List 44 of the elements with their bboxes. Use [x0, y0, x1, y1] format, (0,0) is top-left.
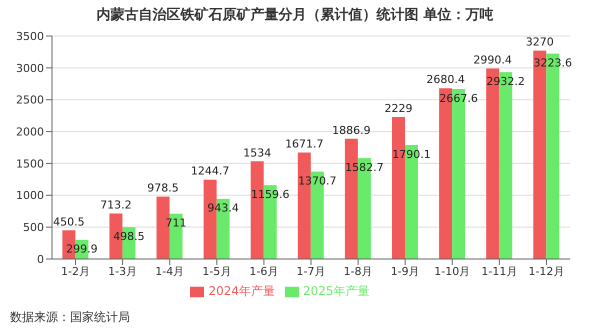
y-tick-label: 2500 — [16, 94, 44, 107]
data-label: 2680.4 — [426, 73, 465, 86]
y-tick-label: 1500 — [16, 157, 44, 170]
data-label: 1790.1 — [392, 148, 431, 161]
x-tick-label: 1-5月 — [202, 264, 232, 278]
x-tick-label: 1-6月 — [249, 264, 278, 278]
data-label: 2990.4 — [473, 53, 512, 66]
legend-label: 2025年产量 — [303, 284, 370, 298]
x-tick-label: 1-9月 — [390, 264, 420, 278]
x-tick-label: 1-3月 — [108, 264, 138, 278]
y-tick-label: 3000 — [16, 62, 44, 75]
x-tick-label: 1-12月 — [528, 264, 564, 278]
chart-title: 内蒙古自治区铁矿石原矿产量分月（累计值）统计图 单位：万吨 — [96, 6, 494, 25]
data-label: 713.2 — [100, 198, 132, 212]
data-label: 943.4 — [207, 202, 239, 215]
y-tick-label: 1000 — [16, 189, 44, 202]
y-tick-label: 0 — [37, 252, 44, 266]
source-note: 数据来源：国家统计局 — [10, 309, 130, 326]
data-label: 1582.7 — [345, 160, 384, 174]
x-tick-label: 1-10月 — [434, 264, 470, 278]
x-tick-label: 1-7月 — [296, 264, 326, 278]
x-tick-label: 1-2月 — [61, 264, 90, 278]
data-label: 450.5 — [53, 215, 85, 228]
y-tick-label: 2000 — [16, 125, 44, 138]
data-label: 1671.7 — [285, 137, 324, 150]
data-label: 1244.7 — [190, 164, 230, 178]
data-label: 1159.6 — [250, 188, 290, 201]
data-label: 2667.6 — [439, 92, 478, 105]
data-label: 2229 — [384, 102, 412, 115]
y-tick-label: 3500 — [16, 30, 44, 43]
data-label: 1886.9 — [332, 124, 371, 137]
data-label: 1534 — [243, 146, 272, 160]
data-label: 1370.7 — [298, 174, 337, 188]
data-label: 2932.2 — [486, 74, 525, 88]
data-label: 3223.6 — [534, 56, 572, 70]
x-tick-label: 1-11月 — [481, 264, 518, 278]
legend-label: 2024年产量 — [208, 284, 275, 298]
x-tick-label: 1-4月 — [155, 264, 184, 278]
data-label: 3270 — [526, 36, 554, 49]
data-label: 299.9 — [66, 242, 98, 256]
data-label: 498.5 — [113, 230, 145, 244]
data-label: 978.5 — [147, 182, 179, 195]
y-tick-label: 500 — [23, 221, 44, 234]
x-tick-label: 1-8月 — [344, 264, 373, 278]
